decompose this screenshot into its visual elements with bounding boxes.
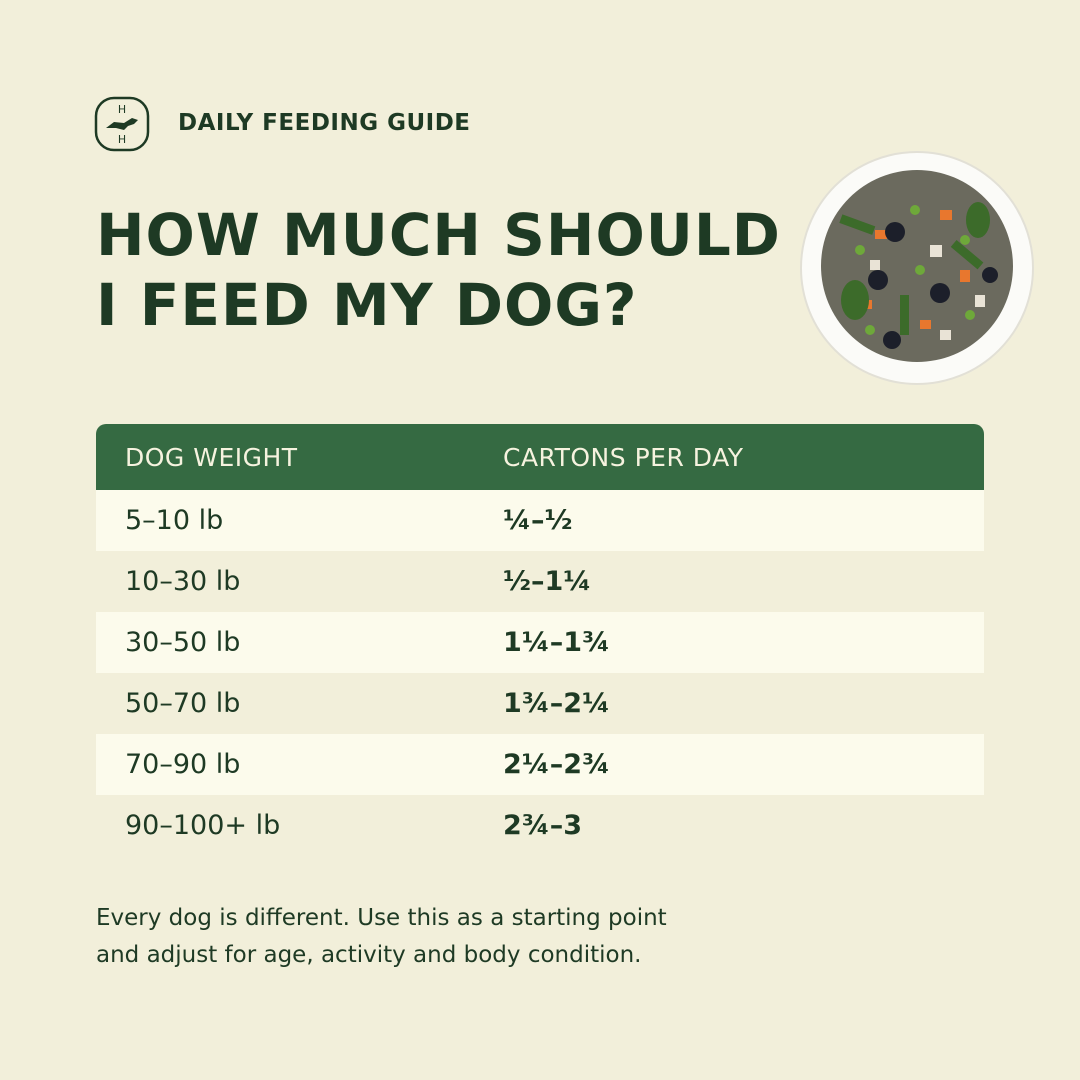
table-header: DOG WEIGHT CARTONS PER DAY <box>96 424 984 490</box>
table-row: 10–30 lb ½–1¼ <box>96 551 984 612</box>
weight-cell: 30–50 lb <box>125 627 241 658</box>
weight-cell: 50–70 lb <box>125 688 241 719</box>
column-header: DOG WEIGHT <box>125 442 298 472</box>
title-line: I FEED MY DOG? <box>96 271 638 339</box>
weight-cell: 90–100+ lb <box>125 810 281 841</box>
table-row: 50–70 lb 1¾–2¼ <box>96 673 984 734</box>
feeding-table: DOG WEIGHT CARTONS PER DAY 5–10 lb ¼–½ 10–… <box>96 424 984 856</box>
note: Every dog is different. Use this as a st… <box>96 900 667 974</box>
header-label: DAILY FEEDING GUIDE <box>178 110 471 136</box>
note-line: and adjust for age, activity and body co… <box>96 942 642 968</box>
title: HOW MUCH SHOULD I FEED MY DOG? <box>96 200 781 340</box>
weight-cell: 70–90 lb <box>125 749 241 780</box>
table-row: 70–90 lb 2¼–2¾ <box>96 734 984 795</box>
column-header: CARTONS PER DAY <box>503 442 744 472</box>
cartons-cell: ½–1¼ <box>503 566 592 597</box>
cartons-cell: 1¼–1¾ <box>503 627 610 658</box>
table-row: 90–100+ lb 2¾–3 <box>96 795 984 856</box>
logo-letter: H <box>118 133 126 146</box>
cartons-cell: 2¼–2¾ <box>503 749 610 780</box>
cartons-cell: 1¾–2¼ <box>503 688 610 719</box>
cartons-cell: 2¾–3 <box>503 810 583 841</box>
table-row: 5–10 lb ¼–½ <box>96 490 984 551</box>
cartons-cell: ¼–½ <box>503 505 573 536</box>
table-row: 30–50 lb 1¼–1¾ <box>96 612 984 673</box>
food-bowl <box>800 151 1034 385</box>
title-line: HOW MUCH SHOULD <box>96 201 781 269</box>
note-line: Every dog is different. Use this as a st… <box>96 905 667 931</box>
logo-letter: H <box>118 103 126 116</box>
weight-cell: 5–10 lb <box>125 505 224 536</box>
table-body: 5–10 lb ¼–½ 10–30 lb ½–1¼ 30–50 lb 1¼–1¾ 50–70… <box>96 490 984 856</box>
weight-cell: 10–30 lb <box>125 566 241 597</box>
logo: H H <box>94 96 150 152</box>
